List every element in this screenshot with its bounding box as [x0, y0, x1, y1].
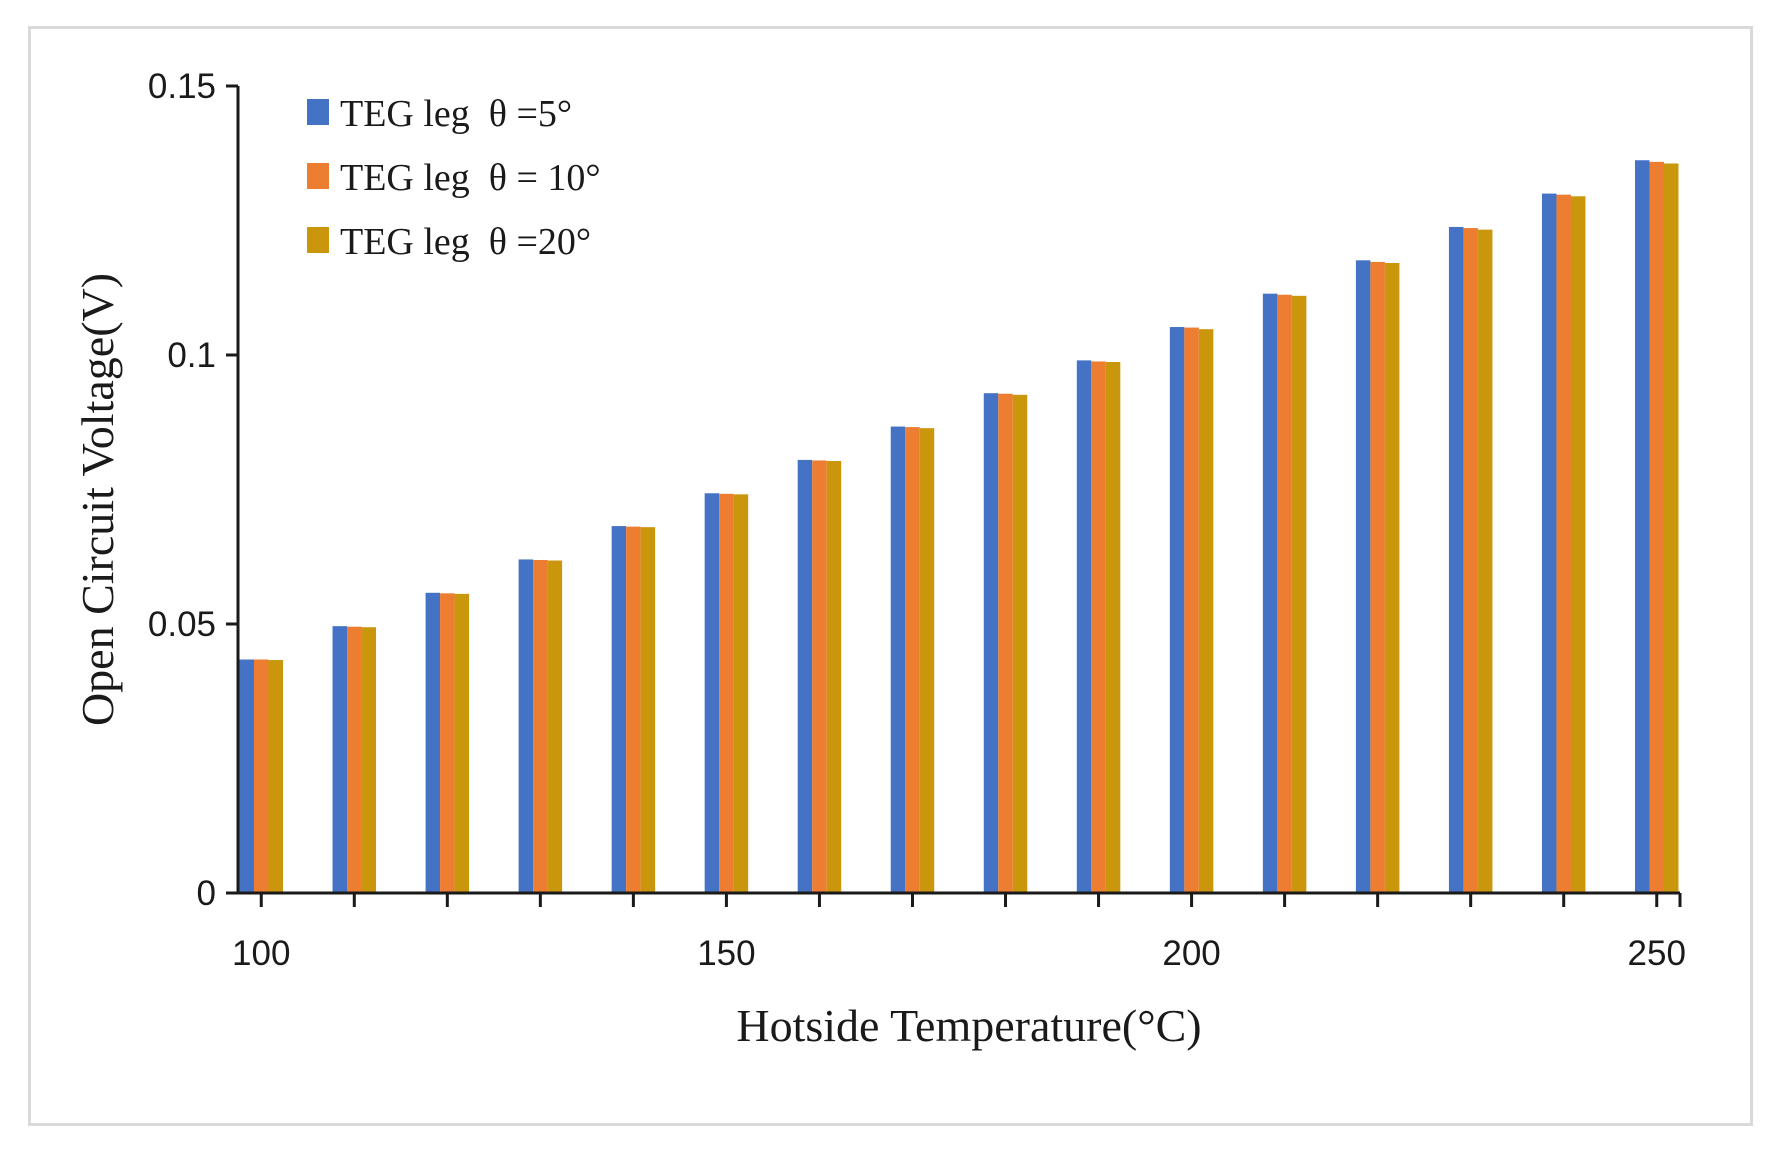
bar-1-220	[1355, 260, 1371, 893]
y-tick-label: 0.15	[148, 67, 216, 106]
bar-1-250	[1634, 160, 1650, 893]
bar-2-190	[1091, 361, 1106, 893]
bar-3-130	[547, 560, 563, 893]
bars	[239, 160, 1679, 894]
bar-3-220	[1384, 263, 1400, 893]
bar-3-200	[1198, 329, 1214, 893]
legend: TEG leg θ =5° TEG leg θ = 10° TEG leg θ =2…	[307, 93, 601, 263]
bar-3-140	[640, 527, 656, 893]
bar-1-160	[797, 459, 813, 893]
legend-swatch-3	[307, 227, 329, 253]
bar-1-130	[518, 559, 534, 893]
legend-label-3: TEG leg θ =20°	[340, 221, 591, 263]
bar-3-120	[454, 593, 470, 893]
bar-3-250	[1663, 163, 1679, 894]
bar-3-180	[1012, 394, 1028, 893]
bar-2-220	[1370, 261, 1385, 893]
bar-1-170	[890, 426, 906, 893]
bar-1-240	[1541, 193, 1557, 894]
legend-label-2: TEG leg θ = 10°	[340, 157, 601, 199]
y-tick-label: 0	[197, 874, 216, 913]
x-tick-label: 100	[232, 934, 290, 973]
bar-1-110	[332, 626, 348, 893]
bar-2-180	[998, 393, 1013, 893]
bar-1-150	[704, 493, 720, 893]
bar-2-100	[254, 659, 269, 893]
bar-1-190	[1076, 360, 1092, 893]
bar-2-140	[626, 526, 641, 893]
bar-2-210	[1277, 294, 1292, 893]
x-axis-ticks: 100 150 200 250	[232, 893, 1686, 973]
y-tick-label: 0.1	[167, 336, 216, 375]
bar-2-230	[1463, 228, 1478, 894]
x-axis-title: Hotside Temperature(°C)	[736, 1000, 1201, 1051]
bar-1-100	[239, 659, 255, 893]
bar-2-250	[1649, 161, 1664, 893]
bar-2-160	[812, 460, 827, 893]
y-axis-title: Open Circuit Voltage(V)	[72, 273, 123, 726]
bar-3-110	[361, 627, 377, 893]
bar-1-230	[1448, 226, 1464, 893]
bar-3-160	[826, 460, 842, 893]
bar-3-100	[268, 660, 284, 893]
x-tick-label: 150	[697, 934, 755, 973]
bar-3-230	[1477, 229, 1493, 893]
bar-1-120	[425, 592, 441, 893]
bar-2-130	[533, 559, 548, 893]
bar-2-240	[1556, 194, 1571, 893]
bar-2-110	[347, 626, 362, 893]
x-tick-label: 200	[1162, 934, 1220, 973]
bar-2-200	[1184, 327, 1199, 893]
x-tick-label: 250	[1628, 934, 1686, 973]
legend-label-1: TEG leg θ =5°	[340, 93, 572, 135]
axes	[236, 86, 1680, 895]
legend-swatch-1	[307, 99, 329, 125]
bar-3-240	[1570, 196, 1586, 894]
legend-swatch-2	[307, 163, 329, 189]
y-axis-ticks: 0 0.05 0.1 0.15	[148, 67, 238, 913]
bar-1-200	[1169, 327, 1185, 893]
bar-2-150	[719, 493, 734, 893]
y-tick-label: 0.05	[148, 605, 216, 644]
bar-1-180	[983, 393, 999, 893]
bar-1-140	[611, 526, 627, 893]
bar-2-120	[440, 593, 455, 893]
bar-3-170	[919, 428, 935, 893]
bar-3-190	[1105, 361, 1121, 893]
bar-3-150	[733, 494, 749, 893]
bar-3-210	[1291, 295, 1307, 893]
bar-1-210	[1262, 293, 1278, 894]
bar-2-170	[905, 427, 920, 893]
